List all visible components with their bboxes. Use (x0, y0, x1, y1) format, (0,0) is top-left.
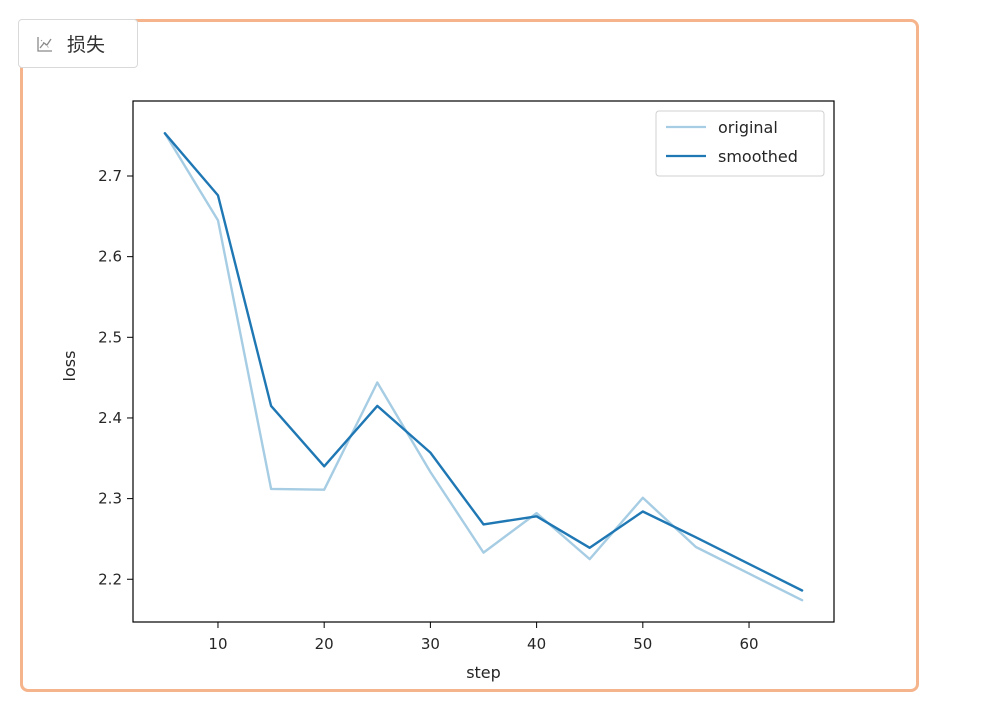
line-chart-icon (35, 34, 55, 54)
y-tick-label: 2.5 (98, 328, 122, 346)
legend: original smoothed (655, 110, 825, 177)
series-line-original (163, 132, 804, 602)
x-tick-label: 50 (633, 635, 652, 653)
plot-area-frame (132, 100, 835, 623)
legend-label-original: original (718, 118, 778, 137)
y-axis-title: loss (60, 351, 79, 382)
x-tick-label: 10 (208, 635, 227, 653)
panel-tab-loss[interactable]: 损失 (18, 19, 138, 68)
y-tick-label: 2.3 (98, 490, 122, 508)
y-axis: 2.2 2.3 2.4 2.5 2.6 2.7 (98, 167, 133, 588)
panel-tab-label: 损失 (67, 34, 106, 56)
x-tick-label: 40 (527, 635, 546, 653)
y-tick-label: 2.4 (98, 409, 122, 427)
x-tick-label: 20 (315, 635, 334, 653)
legend-label-smoothed: smoothed (718, 147, 798, 166)
y-tick-label: 2.7 (98, 167, 122, 185)
y-tick-label: 2.2 (98, 570, 122, 588)
series-line-smoothed (163, 132, 804, 592)
x-axis: 10 20 30 40 50 60 (208, 622, 759, 653)
x-tick-label: 30 (421, 635, 440, 653)
x-axis-title: step (466, 663, 501, 682)
x-tick-label: 60 (739, 635, 758, 653)
series-layer (163, 132, 804, 602)
y-tick-label: 2.6 (98, 248, 122, 266)
